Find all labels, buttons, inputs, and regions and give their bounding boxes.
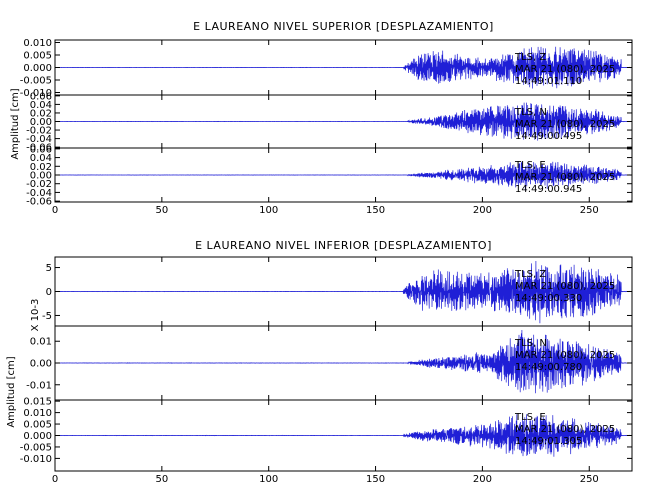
y-tick-label: -0.005 xyxy=(20,442,52,453)
trace-n xyxy=(55,102,633,141)
y-tick-label: -0.04 xyxy=(26,188,52,199)
annotation-line-0: TLS, E xyxy=(514,412,546,423)
x-tick-label: 200 xyxy=(473,205,492,216)
y-tick-label: 0.015 xyxy=(23,397,52,408)
y-tick-label: -0.02 xyxy=(26,179,52,190)
annotation-line-1: MAR 21 (080), 2025 xyxy=(515,424,615,435)
trace-z xyxy=(54,260,633,324)
annotation-line-2: 14:49:00.330 xyxy=(515,293,582,304)
x-tick-label: 50 xyxy=(155,205,168,216)
x-tick-label: 0 xyxy=(52,205,58,216)
y-tick-label: -0.01 xyxy=(26,380,52,391)
y-tick-label: -0.010 xyxy=(20,454,52,465)
y-tick-label: 0.000 xyxy=(23,63,52,74)
annotation-line-1: MAR 21 (080), 2025 xyxy=(515,172,615,183)
trace-e xyxy=(54,413,633,457)
y-tick-label: -0.005 xyxy=(20,76,52,87)
y-axis-label: Amplitud [cm] xyxy=(6,356,17,427)
x-tick-label: 100 xyxy=(259,474,278,485)
annotation-line-0: TLS, Z xyxy=(514,269,546,280)
x-tick-label: 200 xyxy=(473,474,492,485)
annotation-line-1: MAR 21 (080), 2025 xyxy=(515,119,615,130)
trace-n xyxy=(55,329,633,394)
trace-e xyxy=(55,161,633,191)
y-tick-label: -5 xyxy=(42,311,52,322)
y-tick-label: 0.04 xyxy=(30,153,52,164)
y-tick-label: 0.06 xyxy=(30,91,52,102)
y-tick-label: 0.01 xyxy=(30,337,52,348)
trace-z xyxy=(55,46,633,89)
y-tick-label: -0.02 xyxy=(26,126,52,137)
annotation-line-0: TLS, N xyxy=(514,107,547,118)
chart-title: E LAUREANO NIVEL SUPERIOR [DESPLAZAMIENT… xyxy=(193,20,494,33)
y-tick-label: -0.04 xyxy=(26,134,52,145)
y-tick-label: 0.02 xyxy=(30,108,52,119)
y-tick-label: 0.02 xyxy=(30,162,52,173)
chart-title: E LAUREANO NIVEL INFERIOR [DESPLAZAMIENT… xyxy=(195,239,492,252)
annotation-line-2: 14:49:00.780 xyxy=(515,362,582,373)
annotation-line-2: 14:49:00.945 xyxy=(515,184,582,195)
annotation-line-1: MAR 21 (080), 2025 xyxy=(515,350,615,361)
annotation-line-1: MAR 21 (080), 2025 xyxy=(515,64,615,75)
y-tick-label: 0.005 xyxy=(23,51,52,62)
y-tick-label: 0.000 xyxy=(23,431,52,442)
y-tick-label: 0.010 xyxy=(23,408,52,419)
y-tick-label: -0.010 xyxy=(20,88,52,99)
y-tick-label: -0.06 xyxy=(26,197,52,208)
y-tick-label: 0.06 xyxy=(30,144,52,155)
y-tick-label: 0.00 xyxy=(30,359,52,370)
x-tick-label: 50 xyxy=(155,474,168,485)
y-tick-label: 0.04 xyxy=(30,100,52,111)
y-tick-label: 0.005 xyxy=(23,420,52,431)
annotation-line-2: 14:49:01.305 xyxy=(515,436,582,447)
x-tick-label: 0 xyxy=(52,474,58,485)
scale-label: X 10-3 xyxy=(30,299,41,332)
y-tick-label: 0.00 xyxy=(30,117,52,128)
annotation-line-0: TLS, E xyxy=(514,160,546,171)
x-tick-label: 150 xyxy=(366,474,385,485)
y-tick-label: 0.010 xyxy=(23,38,52,49)
annotation-line-2: 14:49:01.110 xyxy=(515,76,582,87)
y-tick-label: 0.00 xyxy=(30,171,52,182)
x-tick-label: 250 xyxy=(580,205,599,216)
x-tick-label: 150 xyxy=(366,205,385,216)
y-axis-label: Amplitud [cm] xyxy=(10,88,21,159)
annotation-line-0: TLS, Z xyxy=(514,52,546,63)
y-tick-label: 5 xyxy=(46,263,52,274)
annotation-line-2: 14:49:00.495 xyxy=(515,131,582,142)
x-tick-label: 250 xyxy=(580,474,599,485)
x-tick-label: 100 xyxy=(259,205,278,216)
annotation-line-0: TLS, N xyxy=(514,338,547,349)
annotation-line-1: MAR 21 (080), 2025 xyxy=(515,281,615,292)
y-tick-label: 0 xyxy=(46,287,52,298)
y-tick-label: -0.06 xyxy=(26,143,52,154)
